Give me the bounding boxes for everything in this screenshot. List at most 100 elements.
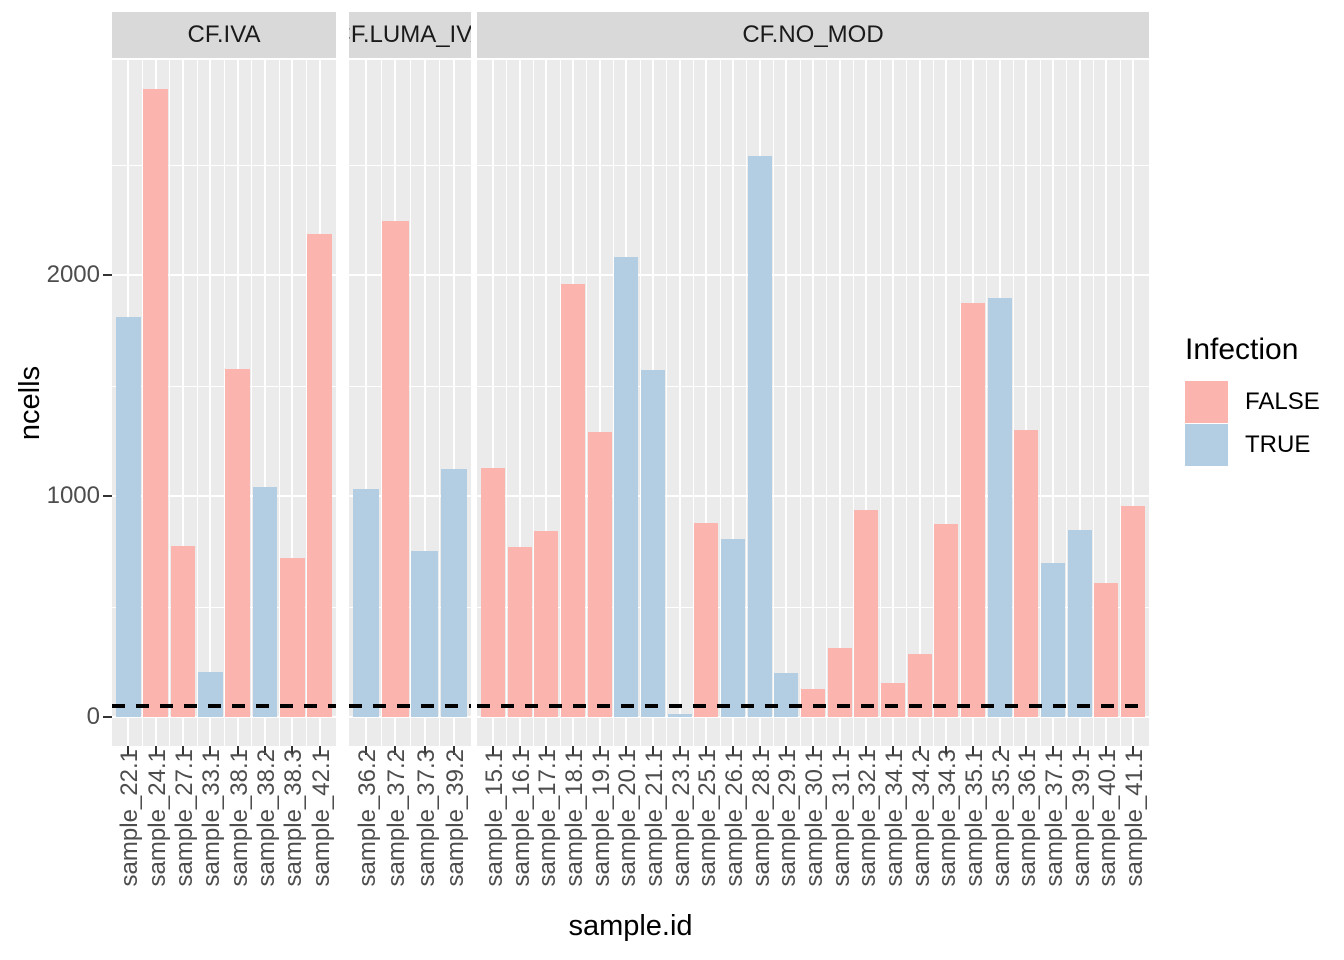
gridline-major [918, 60, 921, 746]
gridline-major [452, 60, 455, 746]
x-tick-label: sample_17.1 [534, 749, 562, 887]
x-tick [263, 746, 266, 755]
gridline-minor [959, 60, 961, 746]
x-tick-label: sample_37.1 [1041, 749, 1068, 887]
y-tick [103, 274, 112, 276]
gridline-minor [506, 60, 508, 746]
bar [721, 539, 745, 717]
gridline-minor [1119, 60, 1121, 746]
gridline-major [1052, 60, 1054, 746]
x-tick [209, 746, 212, 755]
gridline-major [705, 60, 708, 746]
bar [1094, 583, 1119, 717]
bar [934, 523, 959, 717]
gridline-major [1132, 60, 1134, 746]
bar [382, 220, 409, 717]
x-tick [1025, 746, 1028, 755]
x-tick [785, 746, 788, 755]
x-tick-label: sample_28.1 [747, 749, 775, 887]
gridline-minor [639, 60, 641, 746]
bar [440, 469, 467, 717]
x-tick [732, 746, 734, 755]
gridline-minor [586, 60, 588, 746]
x-tick-label: sample_20.1 [614, 749, 642, 887]
bar [411, 551, 438, 717]
gridline-minor [380, 60, 382, 746]
x-tick [972, 746, 974, 755]
facet-strip-label: CF.NO_MOD [742, 21, 884, 48]
x-tick-label: sample_30.1 [801, 749, 828, 887]
facet-strip-label: CF.LUMA_IVA [349, 21, 471, 48]
x-tick [678, 746, 681, 755]
reference-line [112, 703, 336, 708]
x-tick-label: sample_34.3 [934, 749, 962, 887]
x-tick-label: sample_41.1 [1121, 749, 1148, 887]
x-tick [838, 746, 841, 755]
gridline-minor [1093, 60, 1094, 746]
bar [854, 510, 879, 717]
x-tick-label: sample_31.1 [827, 749, 855, 887]
gridline-major [865, 60, 868, 746]
gridline-minor [773, 60, 774, 746]
facet-strip: CF.LUMA_IVA [349, 12, 471, 58]
gridline-minor [853, 60, 854, 746]
x-tick-label: sample_39.1 [1067, 749, 1095, 887]
gridline-major [892, 60, 894, 746]
x-tick [154, 746, 157, 755]
gridline-major [678, 60, 681, 746]
gridline-minor [1066, 60, 1068, 746]
bar [694, 522, 719, 717]
gridline-minor [305, 60, 307, 746]
x-axis-title: sample.id [568, 910, 693, 942]
y-tick-label: 1000 [46, 482, 100, 509]
bar [801, 689, 825, 717]
legend-swatch-true-icon [1185, 424, 1228, 466]
x-tick-label: sample_32.1 [854, 749, 882, 887]
x-tick-label: sample_29.1 [774, 749, 802, 887]
bar [614, 257, 639, 717]
x-tick-label: sample_35.1 [961, 749, 988, 887]
x-tick [394, 746, 397, 755]
bar [667, 713, 692, 717]
x-tick-label: sample_37.2 [383, 749, 411, 887]
x-tick-label: sample_36.1 [1014, 749, 1042, 887]
gridline-minor [613, 60, 614, 746]
gridline-minor [719, 60, 721, 746]
gridline-major [945, 60, 948, 746]
x-tick-label: sample_26.1 [721, 749, 748, 887]
gridline-minor [826, 60, 828, 746]
x-tick-label: sample_25.1 [694, 749, 722, 887]
x-tick-label: sample_23.1 [667, 749, 695, 887]
x-tick [705, 746, 708, 755]
x-tick-label: sample_38.1 [225, 749, 253, 887]
bar [1014, 429, 1039, 717]
gridline-major [838, 60, 841, 746]
facet-strip-label: CF.IVA [187, 21, 261, 48]
gridline-major [291, 60, 294, 746]
gridline-major [423, 60, 426, 746]
gridline-minor [933, 60, 934, 746]
x-tick-label: sample_34.2 [907, 749, 935, 887]
panel-CF.IVA [112, 60, 336, 746]
gridline-minor [439, 60, 441, 746]
gridline-minor [746, 60, 748, 746]
x-tick-label: sample_22.1 [116, 749, 144, 887]
x-tick-label: sample_39.2 [441, 749, 469, 887]
gridline-major [492, 60, 494, 746]
bar [252, 487, 278, 717]
x-tick [492, 746, 494, 755]
bar [641, 370, 665, 717]
legend-label-false: FALSE [1245, 388, 1320, 415]
x-tick [518, 746, 521, 755]
x-tick [318, 746, 321, 755]
bar [987, 298, 1012, 717]
gridline-major [1025, 60, 1028, 746]
facet-strip: CF.NO_MOD [477, 12, 1149, 58]
legend-label-true: TRUE [1245, 431, 1311, 458]
bar [225, 368, 250, 717]
gridline-minor [142, 60, 144, 746]
reference-line [477, 703, 1149, 708]
bar [353, 489, 380, 717]
x-tick [1052, 746, 1054, 755]
x-tick [812, 746, 814, 755]
